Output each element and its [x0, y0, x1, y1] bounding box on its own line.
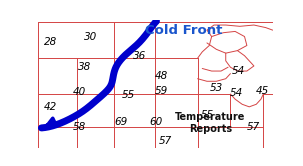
Text: 54: 54	[232, 66, 245, 76]
Text: 55: 55	[200, 110, 214, 120]
Text: 28: 28	[44, 37, 57, 47]
Text: 58: 58	[72, 122, 85, 132]
Text: 53: 53	[210, 83, 223, 93]
Text: 45: 45	[255, 86, 269, 96]
Text: 38: 38	[78, 62, 92, 72]
Text: 60: 60	[150, 117, 163, 126]
Text: 40: 40	[72, 87, 85, 97]
Text: Cold Front: Cold Front	[145, 24, 222, 37]
Text: 69: 69	[115, 117, 128, 127]
Text: 57: 57	[247, 122, 261, 132]
Text: 36: 36	[133, 51, 147, 61]
Text: Temperature
Reports: Temperature Reports	[175, 112, 246, 134]
Text: 30: 30	[84, 32, 97, 42]
Text: 42: 42	[44, 102, 57, 113]
Text: 57: 57	[159, 136, 172, 146]
Text: 59: 59	[155, 86, 168, 96]
Text: 48: 48	[155, 71, 168, 81]
Text: 54: 54	[230, 88, 243, 98]
Text: 55: 55	[122, 90, 135, 100]
